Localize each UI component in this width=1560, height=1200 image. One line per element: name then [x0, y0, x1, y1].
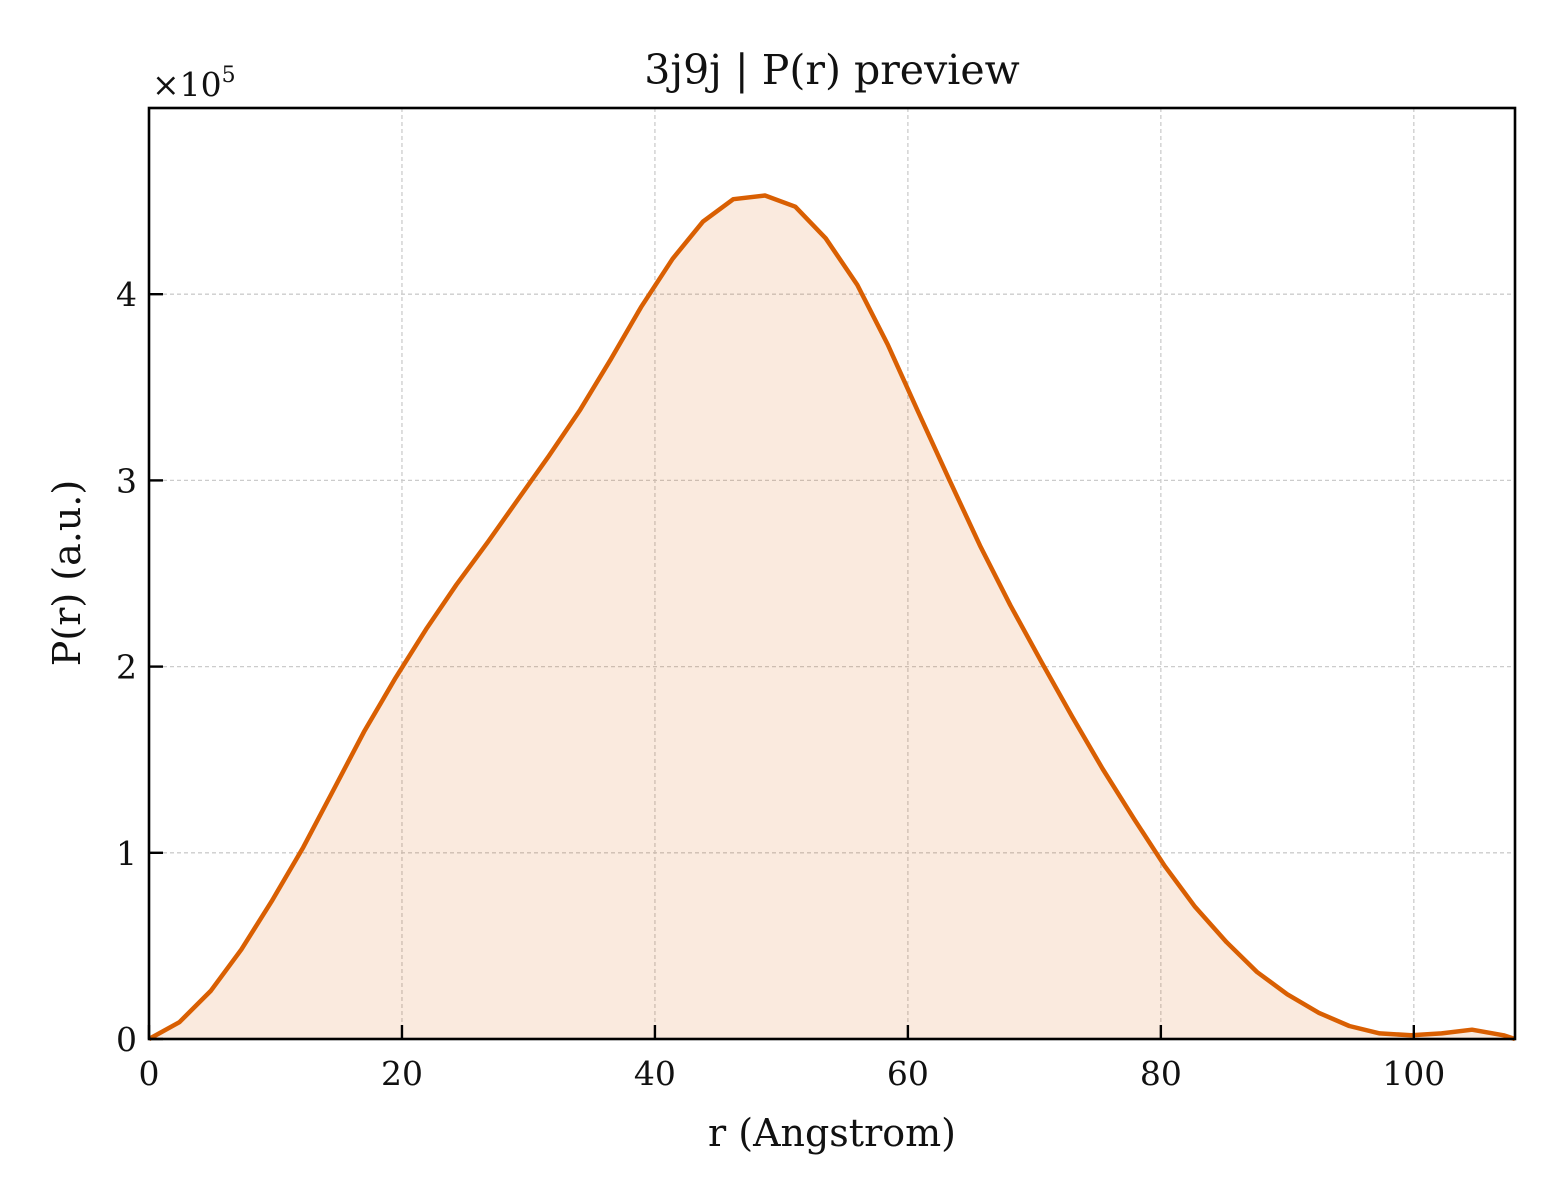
- plot-frame: [147, 106, 1517, 1041]
- grid: [149, 108, 1515, 1039]
- y-tick-label: 2: [116, 648, 137, 687]
- x-tick-label: 40: [634, 1054, 676, 1093]
- chart-title: 3j9j | P(r) preview: [644, 46, 1019, 94]
- y-tick-label: 1: [116, 834, 137, 873]
- y-multiplier-base: ×10: [152, 65, 222, 104]
- x-axis-label: r (Angstrom): [708, 1111, 956, 1155]
- y-tick-label: 3: [116, 461, 137, 500]
- axis-ticks: [147, 293, 1416, 1041]
- x-tick-labels: 0 20 40 60 80 100: [139, 1054, 1446, 1093]
- x-tick-label: 100: [1382, 1054, 1445, 1093]
- x-tick-label: 0: [139, 1054, 160, 1093]
- y-tick-label: 4: [116, 275, 137, 314]
- x-tick-label: 60: [887, 1054, 929, 1093]
- x-tick-label: 80: [1140, 1054, 1182, 1093]
- y-axis-label: P(r) (a.u.): [45, 480, 89, 666]
- y-multiplier-exponent: 5: [222, 63, 236, 88]
- series-area-fill: [149, 195, 1515, 1039]
- y-tick-label: 0: [116, 1020, 137, 1059]
- y-tick-labels: 0 1 2 3 4: [116, 275, 137, 1059]
- x-tick-label: 20: [381, 1054, 423, 1093]
- series-line: [147, 193, 1516, 1042]
- y-axis-multiplier: ×105: [152, 63, 236, 104]
